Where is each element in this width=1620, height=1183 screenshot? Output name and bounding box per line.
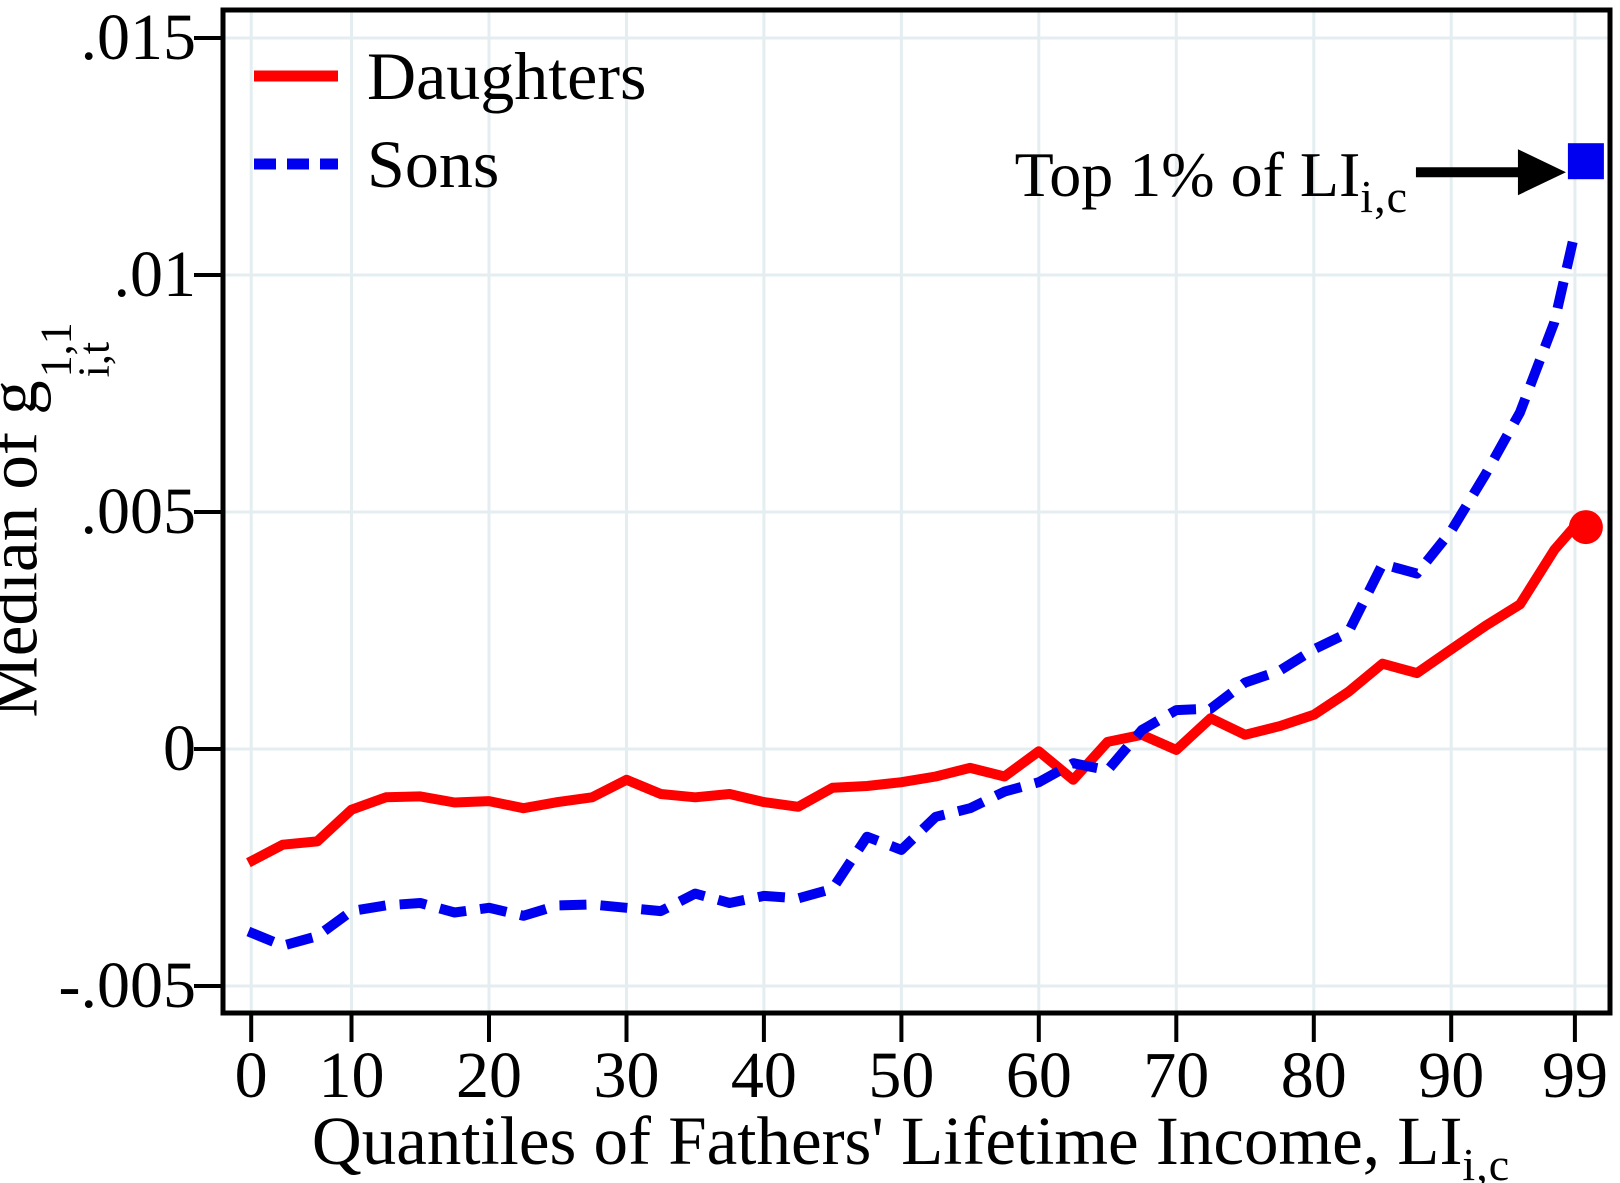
legend-item-sons: Sons [253, 120, 646, 208]
x-axis-title-subscript: i,c [1462, 1139, 1511, 1183]
y-axis-title-subscript: i,t [69, 341, 119, 378]
annotation-arrow-head-icon [1517, 149, 1566, 196]
y-tick-label: .01 [113, 237, 197, 311]
x-tick-label: 90 [1418, 1039, 1485, 1112]
legend-label-daughters: Daughters [367, 37, 647, 114]
legend-item-daughters: Daughters [253, 32, 646, 120]
x-tick-label: 40 [730, 1039, 797, 1112]
y-axis-title-supsub: 1,1 i,t [32, 322, 119, 378]
daughters-end-marker [1568, 510, 1603, 545]
sons-line [246, 231, 1580, 951]
legend-label-sons: Sons [367, 125, 500, 202]
x-axis-title-text: Quantiles of Fathers' Lifetime Income, L… [311, 1103, 1463, 1179]
x-tick-label: 70 [1143, 1039, 1210, 1112]
plot-frame [220, 7, 1613, 1016]
x-tick-label: 99 [1541, 1039, 1608, 1112]
daughters-line [246, 522, 1579, 868]
x-axis-title: Quantiles of Fathers' Lifetime Income, L… [311, 1102, 1511, 1183]
y-tick-label: .005 [80, 474, 197, 548]
y-axis-title-text: Median of g [0, 380, 52, 718]
x-tick-label: 60 [1005, 1039, 1072, 1112]
top1-square-marker [1567, 143, 1604, 180]
legend: Daughters Sons [253, 32, 646, 208]
x-tick-label: 20 [455, 1039, 522, 1112]
x-tick-label: 30 [593, 1039, 660, 1112]
top1pct-annotation-subscript: i,c [1360, 171, 1408, 222]
x-tick-label: 80 [1280, 1039, 1347, 1112]
y-tick-label: .015 [80, 0, 197, 74]
daughters-line-swatch-icon [254, 70, 338, 82]
x-tick-label: 10 [318, 1039, 385, 1112]
sons-line-swatch-icon [254, 158, 338, 170]
x-tick-label: 0 [234, 1039, 268, 1112]
y-tick-label: -.005 [58, 948, 196, 1022]
x-tick-label: 50 [868, 1039, 935, 1112]
top1pct-annotation-text: Top 1% of LI [1014, 139, 1361, 210]
y-tick-label: 0 [163, 711, 196, 785]
y-axis-title: Median of g1,1i,t [0, 322, 119, 718]
top1pct-annotation: Top 1% of LIi,c [1014, 138, 1408, 222]
